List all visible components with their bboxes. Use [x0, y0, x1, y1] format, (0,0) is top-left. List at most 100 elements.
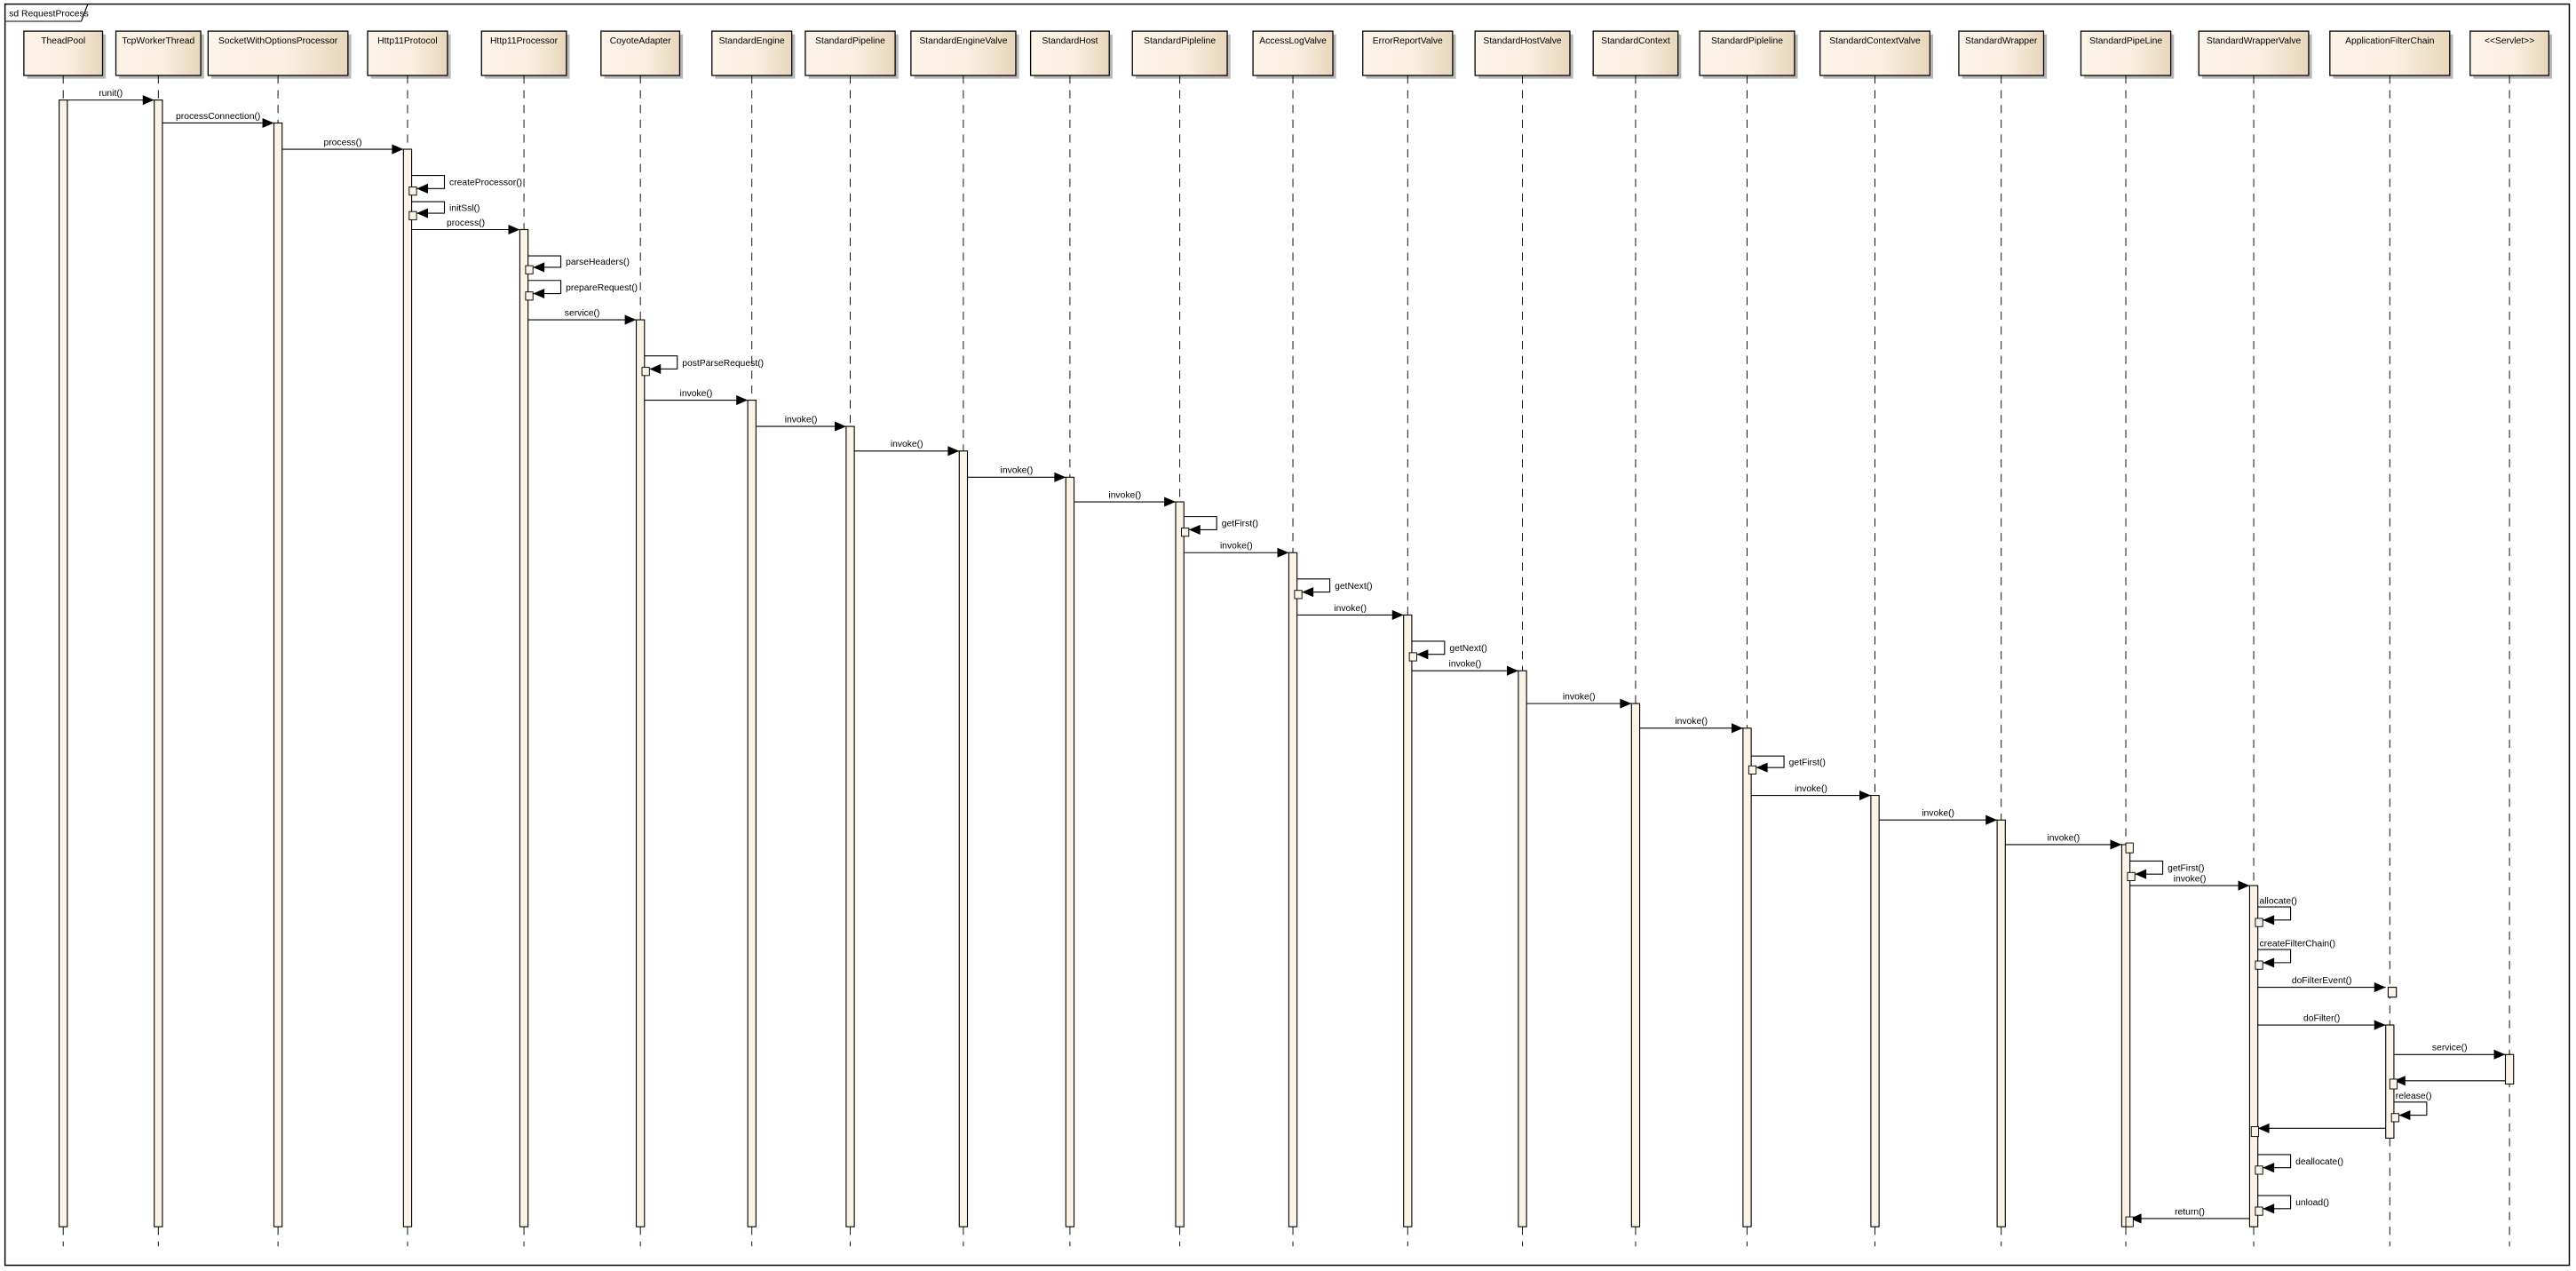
lifeline-box[interactable]: [23, 30, 104, 76]
lifeline-box[interactable]: [207, 30, 349, 76]
nested-activation: [2125, 842, 2134, 854]
message[interactable]: invoke(): [1184, 542, 1289, 558]
message[interactable]: service(): [527, 308, 637, 325]
lifeline-box[interactable]: [1252, 30, 1334, 76]
lifeline-box[interactable]: [2469, 30, 2550, 76]
lifeline-box[interactable]: [115, 30, 202, 76]
message[interactable]: invoke(): [1879, 809, 1998, 825]
message[interactable]: runit(): [67, 89, 155, 106]
self-message[interactable]: release(): [2390, 1092, 2432, 1123]
lifeline[interactable]: <<Servlet>>: [2469, 30, 2553, 1247]
activation-bar: [635, 319, 646, 1227]
lifeline[interactable]: StandardEngineValve: [910, 30, 1019, 1247]
self-message[interactable]: getFirst(): [1748, 755, 1826, 775]
message[interactable]: invoke(): [1751, 784, 1871, 801]
lifeline-label: CoyoteAdapter: [610, 36, 671, 46]
lifeline[interactable]: ErrorReportValve: [1362, 30, 1456, 1247]
lifeline-box[interactable]: [2080, 30, 2172, 76]
message[interactable]: doFilterEvent(): [2257, 976, 2386, 993]
message[interactable]: invoke(): [854, 440, 960, 457]
lifeline-box[interactable]: [367, 30, 448, 76]
self-message[interactable]: parseHeaders(): [525, 255, 630, 274]
message[interactable]: process(): [281, 138, 404, 155]
arrowhead-icon: [262, 117, 274, 129]
lifeline[interactable]: StandardHost: [1029, 30, 1113, 1247]
arrowhead-icon: [2263, 915, 2275, 925]
message[interactable]: processConnection(): [162, 112, 274, 129]
message-label: createFilterChain(): [2260, 939, 2336, 949]
lifeline[interactable]: StandardHostValve: [1474, 30, 1573, 1247]
self-message[interactable]: getNext(): [1294, 578, 1373, 600]
arrowhead-icon: [1986, 814, 1998, 825]
lifeline[interactable]: SocketWithOptionsProcessor: [207, 30, 352, 1247]
message[interactable]: invoke(): [756, 415, 846, 432]
self-message[interactable]: deallocate(): [2255, 1154, 2343, 1175]
self-message[interactable]: unload(): [2255, 1195, 2329, 1216]
message-label: prepareRequest(): [566, 283, 638, 293]
lifeline[interactable]: StandardPipleline: [1699, 30, 1798, 1247]
self-message[interactable]: getFirst(): [1181, 516, 1258, 537]
arrowhead-icon: [2493, 1049, 2506, 1060]
message[interactable]: invoke(): [967, 466, 1066, 482]
self-message[interactable]: getFirst(): [2127, 860, 2205, 882]
message-label: getFirst(): [1222, 520, 1258, 529]
lifeline-box[interactable]: [1474, 30, 1571, 76]
message[interactable]: invoke(): [1526, 693, 1632, 709]
lifeline-label: StandardPipleline: [1144, 36, 1216, 46]
lifeline[interactable]: StandardContext: [1592, 30, 1682, 1247]
activation-bar: [273, 122, 283, 1227]
message-label: doFilterEvent(): [2292, 976, 2352, 986]
message[interactable]: invoke(): [2005, 833, 2134, 854]
lifeline[interactable]: TheadPool: [23, 30, 107, 1247]
self-message[interactable]: createProcessor(): [408, 175, 522, 196]
lifeline[interactable]: ApplicationFilterChain: [2329, 30, 2453, 1247]
lifeline[interactable]: StandardPipleline: [1131, 30, 1231, 1247]
lifeline-box[interactable]: [910, 30, 1017, 76]
message[interactable]: invoke(): [1411, 660, 1518, 676]
message[interactable]: return(): [2125, 1207, 2250, 1227]
message[interactable]: invoke(): [2129, 874, 2250, 891]
return-message[interactable]: [2250, 1123, 2386, 1138]
lifeline-box[interactable]: [1362, 30, 1454, 76]
lifeline-label: AccessLogValve: [1259, 36, 1327, 46]
message[interactable]: invoke(): [644, 389, 749, 406]
lifeline[interactable]: Http11Protocol: [367, 30, 451, 1247]
lifeline[interactable]: StandardPipeline: [805, 30, 899, 1247]
lifeline[interactable]: CoyoteAdapter: [600, 30, 684, 1247]
arrowhead-icon: [1391, 609, 1404, 620]
message[interactable]: invoke(): [1296, 604, 1404, 620]
lifeline-box[interactable]: [1131, 30, 1228, 76]
arrowhead-icon: [947, 446, 960, 457]
lifeline[interactable]: StandardEngine: [711, 30, 796, 1247]
lifeline[interactable]: StandardPipeLine: [2080, 30, 2175, 1247]
message[interactable]: process(): [411, 218, 520, 235]
lifeline[interactable]: StandardWrapperValve: [2198, 30, 2312, 1247]
lifeline[interactable]: Http11Processor: [480, 30, 570, 1247]
self-message[interactable]: getNext(): [1408, 640, 1487, 662]
self-message[interactable]: prepareRequest(): [525, 280, 638, 301]
lifeline[interactable]: StandardContextValve: [1819, 30, 1934, 1247]
lifeline[interactable]: AccessLogValve: [1252, 30, 1336, 1247]
self-message[interactable]: postParseRequest(): [641, 355, 764, 377]
message[interactable]: doFilter(): [2257, 1013, 2386, 1030]
lifeline-box[interactable]: [1029, 30, 1110, 76]
self-message[interactable]: initSsl(): [408, 201, 480, 220]
lifeline[interactable]: TcpWorkerThread: [115, 30, 204, 1247]
lifeline-label: ErrorReportValve: [1373, 36, 1443, 46]
self-message[interactable]: allocate(): [2255, 896, 2297, 927]
lifeline-box[interactable]: [805, 30, 896, 76]
return-message[interactable]: [2389, 1076, 2506, 1090]
lifeline-box[interactable]: [711, 30, 793, 76]
lifeline-box[interactable]: [1819, 30, 1931, 76]
lifeline-box[interactable]: [1592, 30, 1679, 76]
message-label: getNext(): [1449, 644, 1486, 654]
lifeline-box[interactable]: [600, 30, 681, 76]
message[interactable]: invoke(): [1074, 490, 1177, 507]
message[interactable]: invoke(): [1639, 717, 1743, 734]
self-message[interactable]: createFilterChain(): [2255, 939, 2336, 970]
lifeline-label: ApplicationFilterChain: [2345, 36, 2435, 46]
lifeline[interactable]: StandardWrapper: [1958, 30, 2048, 1247]
lifeline-box[interactable]: [480, 30, 567, 76]
message[interactable]: service(): [2393, 1044, 2506, 1060]
lifeline-box[interactable]: [2198, 30, 2310, 76]
